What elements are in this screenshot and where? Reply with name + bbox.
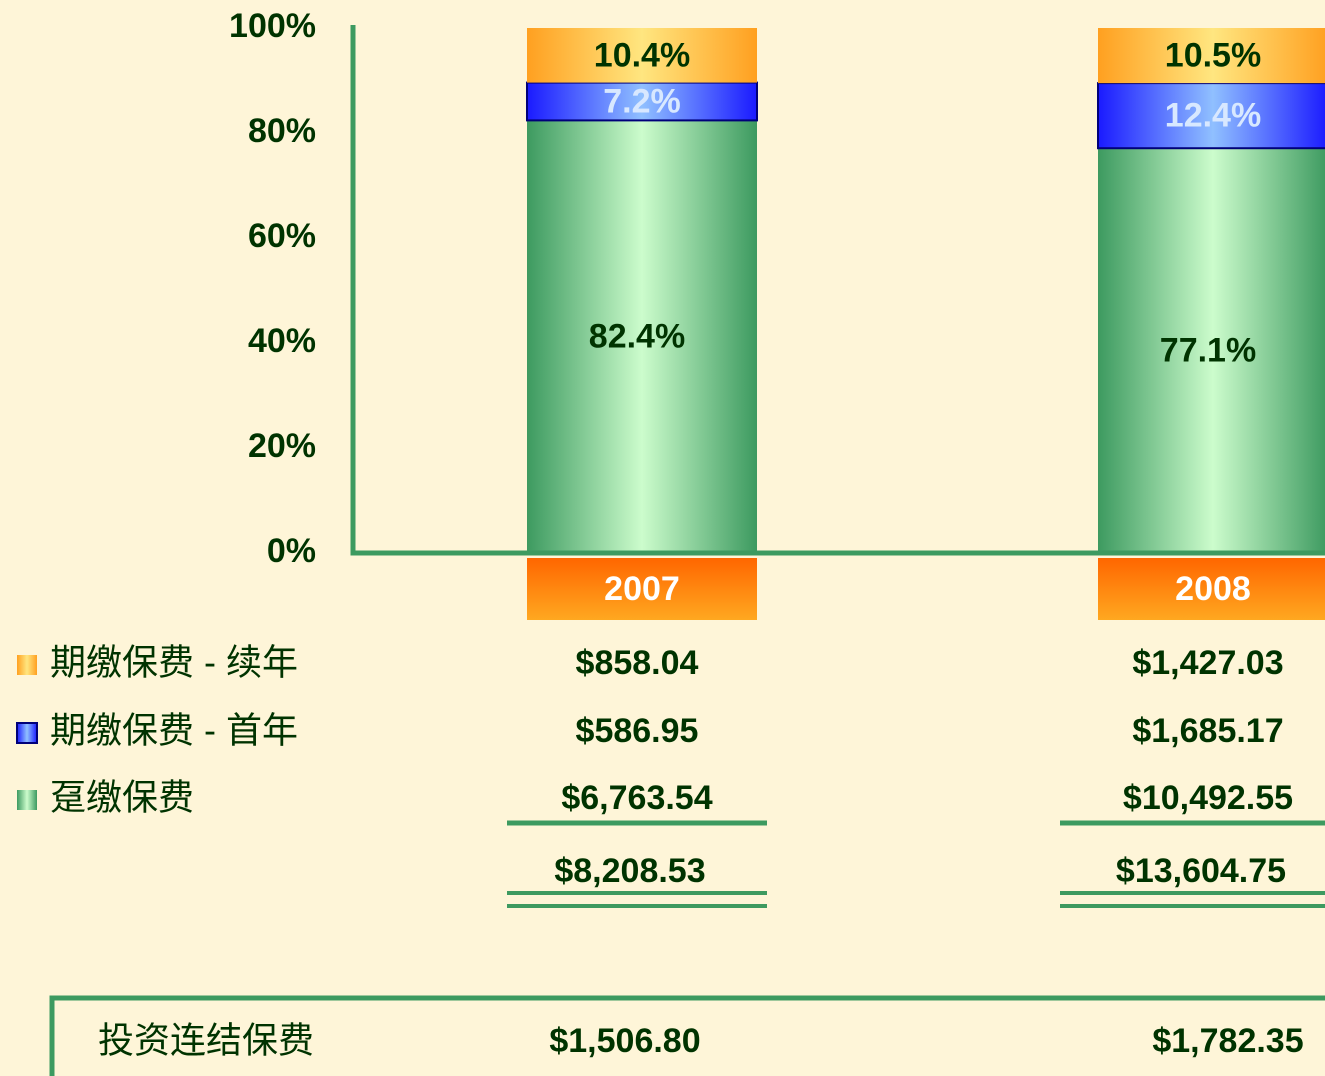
- legend-swatch: [17, 655, 37, 675]
- bar-segment: [527, 28, 757, 83]
- y-tick-label: 60%: [248, 217, 316, 255]
- data-label: 10.5%: [1165, 37, 1261, 75]
- total: $8,208.53: [554, 852, 705, 890]
- data-label: 7.2%: [603, 82, 681, 120]
- amount: $10,492.55: [1123, 779, 1293, 817]
- bar-segment: [527, 120, 757, 554]
- legend-label: 期缴保费 - 续年: [50, 642, 298, 683]
- y-tick-label: 100%: [229, 7, 316, 45]
- amount: $586.95: [576, 712, 699, 750]
- x-tick-label: 2008: [1175, 570, 1251, 608]
- y-tick-label: 40%: [248, 322, 316, 360]
- legend-swatch: [17, 790, 37, 810]
- amount: $1,427.03: [1132, 644, 1283, 682]
- investment-amount: $1,782.35: [1152, 1022, 1303, 1060]
- bar-segment: [526, 81, 758, 122]
- amount: $6,763.54: [561, 779, 712, 817]
- amount: $1,685.17: [1132, 712, 1283, 750]
- y-tick-label: 0%: [267, 532, 316, 570]
- bar-segment: [1097, 82, 1325, 150]
- bar-segment: [1098, 148, 1325, 553]
- legend-label: 期缴保费 - 首年: [50, 710, 298, 751]
- data-label: 82.4%: [589, 318, 685, 356]
- data-label: 10.4%: [594, 36, 690, 74]
- y-tick-label: 20%: [248, 427, 316, 465]
- data-label: 12.4%: [1165, 97, 1261, 135]
- y-tick-label: 80%: [248, 112, 316, 150]
- investment-label: 投资连结保费: [98, 1020, 314, 1061]
- category-box: [527, 558, 757, 620]
- x-tick-label: 2007: [604, 570, 680, 608]
- investment-amount: $1,506.80: [549, 1022, 700, 1060]
- amount: $858.04: [576, 644, 699, 682]
- bar-segment: [1098, 28, 1325, 84]
- investment-box: [49, 995, 1325, 1076]
- legend-swatch: [16, 722, 38, 744]
- category-box: [1098, 558, 1325, 620]
- axis-line: [350, 25, 1325, 556]
- total: $13,604.75: [1116, 852, 1286, 890]
- legend-label: 趸缴保费: [50, 777, 194, 818]
- data-label: 77.1%: [1160, 332, 1256, 370]
